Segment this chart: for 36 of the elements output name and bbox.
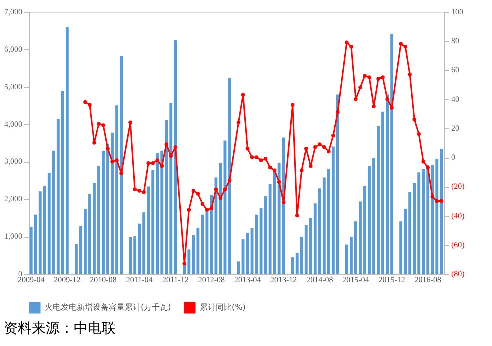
y-tick-label: 3,000 — [4, 157, 22, 166]
y2-tick-label: (60) — [452, 240, 466, 250]
x-tick-label: 2011-12 — [162, 276, 189, 284]
x-tick-label: 2010-08 — [90, 276, 117, 284]
bar — [336, 94, 340, 274]
y2-tick-label: 0 — [452, 153, 456, 162]
y2-tick-label: 20 — [452, 124, 460, 133]
x-tick-label: 2011-04 — [126, 276, 153, 284]
y2-tick-label: (20) — [452, 182, 466, 192]
x-tick-label: 2015-12 — [378, 276, 406, 284]
x-tick-label: 2009-12 — [54, 276, 81, 284]
y2-tick-label: 60 — [452, 66, 460, 75]
x-tick-label: 2015-04 — [342, 276, 370, 284]
y2-tick-label: 80 — [452, 36, 460, 46]
y2-tick-label: 40 — [452, 94, 460, 104]
y2-tick-label: (80) — [452, 270, 466, 278]
y-tick-label: 5,000 — [4, 82, 22, 92]
x-tick-label: 2009-04 — [18, 276, 45, 284]
text: 资料来源：中电联 — [4, 321, 116, 337]
x-tick-label: 2012-08 — [198, 276, 226, 284]
y2-tick-label: (40) — [452, 211, 466, 220]
y-tick-label: 2,000 — [4, 194, 22, 204]
x-tick-label: 2014-08 — [306, 276, 334, 284]
y-tick-label: 7,000 — [4, 8, 22, 16]
y2-tick-label: 100 — [452, 8, 464, 16]
bar — [129, 237, 132, 274]
y-tick-label: 4,000 — [4, 120, 22, 129]
legend-label: 累计同比(%) — [200, 303, 246, 312]
y-tick-label: 1,000 — [4, 232, 22, 242]
bar — [66, 27, 69, 274]
x-tick-label: 2013-12 — [270, 276, 298, 284]
x-tick-label: 2016-08 — [414, 276, 442, 284]
legend-label: 火电发电新增设备容量累计(万千瓦) — [45, 303, 172, 312]
y-tick-label: 6,000 — [4, 44, 22, 54]
y-tick-label: 0 — [18, 270, 22, 278]
x-tick-label: 2013-04 — [234, 276, 262, 284]
